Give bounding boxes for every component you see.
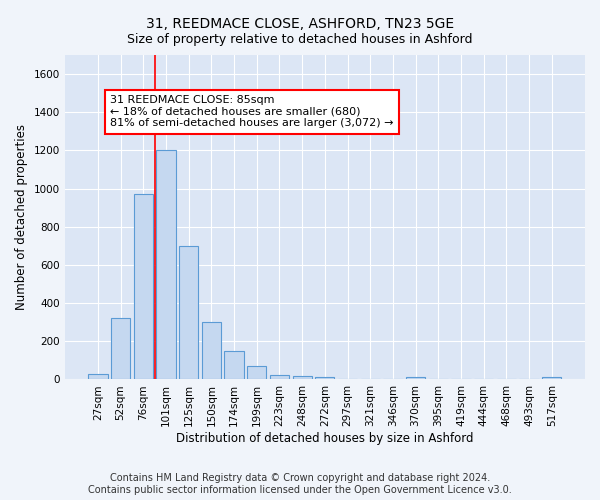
Y-axis label: Number of detached properties: Number of detached properties: [15, 124, 28, 310]
Bar: [134, 194, 153, 380]
Bar: [406, 376, 425, 380]
Bar: [293, 376, 312, 380]
Bar: [270, 374, 289, 380]
Bar: [202, 322, 221, 380]
Bar: [179, 246, 199, 380]
Bar: [315, 376, 334, 380]
Bar: [157, 150, 176, 380]
Text: Contains HM Land Registry data © Crown copyright and database right 2024.
Contai: Contains HM Land Registry data © Crown c…: [88, 474, 512, 495]
X-axis label: Distribution of detached houses by size in Ashford: Distribution of detached houses by size …: [176, 432, 473, 445]
Text: Size of property relative to detached houses in Ashford: Size of property relative to detached ho…: [127, 32, 473, 46]
Bar: [542, 376, 562, 380]
Bar: [88, 374, 107, 380]
Bar: [247, 366, 266, 380]
Text: 31, REEDMACE CLOSE, ASHFORD, TN23 5GE: 31, REEDMACE CLOSE, ASHFORD, TN23 5GE: [146, 18, 454, 32]
Text: 31 REEDMACE CLOSE: 85sqm
← 18% of detached houses are smaller (680)
81% of semi-: 31 REEDMACE CLOSE: 85sqm ← 18% of detach…: [110, 95, 394, 128]
Bar: [224, 351, 244, 380]
Bar: [111, 318, 130, 380]
